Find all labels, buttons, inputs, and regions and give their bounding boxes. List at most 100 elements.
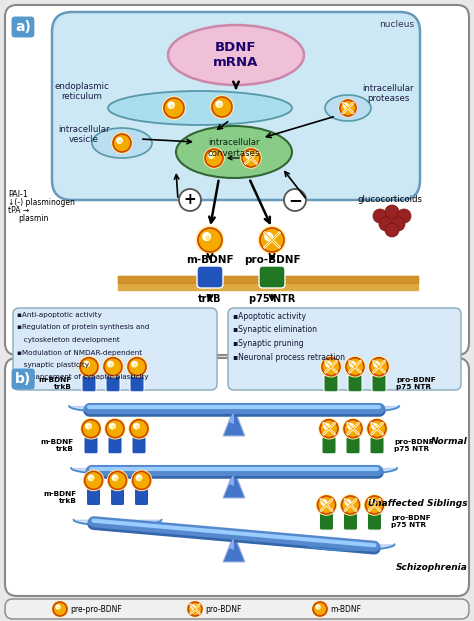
FancyBboxPatch shape xyxy=(84,437,98,454)
Circle shape xyxy=(80,418,102,440)
Polygon shape xyxy=(223,470,245,498)
Circle shape xyxy=(260,228,284,252)
Circle shape xyxy=(318,418,340,440)
Circle shape xyxy=(111,425,115,429)
Circle shape xyxy=(371,501,375,505)
Text: m-BDNF: m-BDNF xyxy=(330,604,361,614)
Ellipse shape xyxy=(325,95,371,121)
Circle shape xyxy=(83,469,104,491)
Circle shape xyxy=(116,137,123,144)
Circle shape xyxy=(379,217,393,231)
Circle shape xyxy=(323,423,330,430)
Circle shape xyxy=(126,356,148,378)
Circle shape xyxy=(375,363,379,367)
Circle shape xyxy=(325,361,332,368)
Circle shape xyxy=(80,358,98,376)
Circle shape xyxy=(397,209,411,223)
Circle shape xyxy=(83,361,90,368)
Circle shape xyxy=(391,217,405,231)
Text: Unaffected Siblings: Unaffected Siblings xyxy=(368,499,468,507)
Text: p75 NTR: p75 NTR xyxy=(249,294,295,304)
FancyBboxPatch shape xyxy=(5,5,469,355)
Text: pro-BDNF: pro-BDNF xyxy=(244,255,301,265)
Circle shape xyxy=(205,149,223,167)
Circle shape xyxy=(187,601,203,617)
Text: Normal: Normal xyxy=(431,437,468,445)
Text: PAI-1: PAI-1 xyxy=(8,190,28,199)
Circle shape xyxy=(53,602,67,616)
Text: BDNF
mRNA: BDNF mRNA xyxy=(213,41,259,69)
FancyBboxPatch shape xyxy=(52,12,420,200)
Circle shape xyxy=(345,105,348,108)
Circle shape xyxy=(284,189,306,211)
Circle shape xyxy=(87,425,91,429)
Circle shape xyxy=(52,601,68,617)
Ellipse shape xyxy=(168,25,304,85)
Text: glucocorticoids: glucocorticoids xyxy=(357,195,422,204)
Polygon shape xyxy=(228,410,234,424)
FancyBboxPatch shape xyxy=(87,489,100,505)
Text: intracellular
proteases: intracellular proteases xyxy=(362,84,414,104)
Circle shape xyxy=(102,356,124,378)
Text: synaptic plasticity: synaptic plasticity xyxy=(17,362,89,368)
Circle shape xyxy=(203,147,225,169)
Circle shape xyxy=(340,100,356,116)
Circle shape xyxy=(85,363,90,367)
FancyBboxPatch shape xyxy=(106,375,120,392)
Text: pro-BDNF
p75 NTR: pro-BDNF p75 NTR xyxy=(392,515,431,528)
FancyBboxPatch shape xyxy=(108,437,122,454)
Circle shape xyxy=(170,104,174,109)
FancyBboxPatch shape xyxy=(346,437,360,454)
Circle shape xyxy=(349,361,356,368)
FancyBboxPatch shape xyxy=(197,266,223,288)
Circle shape xyxy=(90,477,94,481)
Circle shape xyxy=(113,134,131,152)
FancyBboxPatch shape xyxy=(372,375,386,392)
Text: pro-BDNF
p75 NTR: pro-BDNF p75 NTR xyxy=(396,377,436,390)
Circle shape xyxy=(205,235,210,240)
Circle shape xyxy=(82,420,100,438)
Circle shape xyxy=(106,420,124,438)
Circle shape xyxy=(167,101,175,109)
FancyBboxPatch shape xyxy=(5,599,469,619)
Circle shape xyxy=(371,423,378,430)
Circle shape xyxy=(368,420,386,438)
Circle shape xyxy=(114,477,118,481)
Text: ▪Neuronal process retraction: ▪Neuronal process retraction xyxy=(233,353,345,361)
FancyBboxPatch shape xyxy=(324,375,338,392)
Circle shape xyxy=(341,496,359,514)
Ellipse shape xyxy=(108,91,292,125)
Circle shape xyxy=(245,152,252,159)
Circle shape xyxy=(136,425,139,429)
FancyBboxPatch shape xyxy=(322,437,336,454)
FancyBboxPatch shape xyxy=(132,437,146,454)
Circle shape xyxy=(107,469,128,491)
Circle shape xyxy=(198,228,222,252)
Circle shape xyxy=(118,139,122,143)
Text: m-BDNF
trkB: m-BDNF trkB xyxy=(41,439,74,452)
Circle shape xyxy=(196,225,224,255)
Circle shape xyxy=(338,98,357,117)
FancyBboxPatch shape xyxy=(348,375,362,392)
Text: pre-pro-BDNF: pre-pro-BDNF xyxy=(70,604,122,614)
Circle shape xyxy=(78,356,100,378)
Text: tPA →: tPA → xyxy=(8,206,29,215)
Text: ▪Enhancement of synaptic plasticity: ▪Enhancement of synaptic plasticity xyxy=(17,374,148,381)
Circle shape xyxy=(343,102,349,109)
Text: ▪Anti-apoptotic activity: ▪Anti-apoptotic activity xyxy=(17,312,102,318)
Circle shape xyxy=(164,98,184,118)
Circle shape xyxy=(374,425,377,429)
Text: ▪Modulation of NMDAR-dependent: ▪Modulation of NMDAR-dependent xyxy=(17,350,142,355)
Circle shape xyxy=(342,418,364,440)
Text: ▪Synaptic elimination: ▪Synaptic elimination xyxy=(233,325,317,335)
Circle shape xyxy=(128,358,146,376)
Circle shape xyxy=(318,496,336,514)
Circle shape xyxy=(111,132,133,154)
Circle shape xyxy=(109,471,127,489)
Circle shape xyxy=(104,358,122,376)
Circle shape xyxy=(133,363,137,367)
Text: Schizophrenia: Schizophrenia xyxy=(396,563,468,571)
Text: endoplasmic
reticulum: endoplasmic reticulum xyxy=(55,82,109,101)
Ellipse shape xyxy=(92,128,152,158)
Text: cytoskeleton development: cytoskeleton development xyxy=(17,337,120,343)
